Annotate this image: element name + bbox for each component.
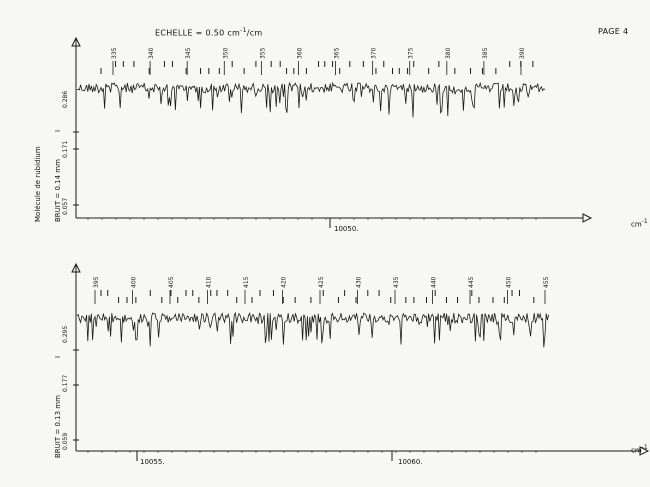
x-label-2a: 10055. xyxy=(140,458,165,466)
y-axis-arrow-2 xyxy=(71,262,81,273)
x-axis-arrow-2 xyxy=(639,446,650,456)
line-number-2-11: 450 xyxy=(506,276,513,288)
line-number-2-1: 400 xyxy=(131,276,138,288)
line-number-1-1: 340 xyxy=(148,47,155,59)
line-number-1-9: 380 xyxy=(445,47,452,59)
line-number-1-4: 355 xyxy=(259,47,266,59)
line-number-1-3: 350 xyxy=(222,47,229,59)
line-number-2-8: 435 xyxy=(393,276,400,288)
line-number-2-10: 445 xyxy=(468,276,475,288)
line-number-1-2: 345 xyxy=(185,47,192,59)
line-number-2-5: 420 xyxy=(281,276,288,288)
line-number-2-3: 410 xyxy=(206,276,213,288)
x-unit-2: cm-1 xyxy=(631,444,648,455)
line-number-2-9: 440 xyxy=(431,276,438,288)
line-number-1-8: 375 xyxy=(408,47,415,59)
spectrum-trace-1 xyxy=(76,81,546,118)
x-label-2b: 10060. xyxy=(398,458,423,466)
x-label-1: 10050. xyxy=(334,225,359,233)
line-number-2-4: 415 xyxy=(243,276,250,288)
line-number-1-0: 335 xyxy=(111,47,118,59)
line-number-1-5: 360 xyxy=(296,47,303,59)
line-number-2-0: 395 xyxy=(93,276,100,288)
spectrum-trace-2 xyxy=(76,311,549,348)
line-number-1-10: 385 xyxy=(482,47,489,59)
page-number: PAGE 4 xyxy=(598,27,629,36)
line-number-2-6: 425 xyxy=(318,276,325,288)
line-number-1-7: 370 xyxy=(371,47,378,59)
line-number-2-7: 430 xyxy=(356,276,363,288)
line-number-2-2: 405 xyxy=(168,276,175,288)
line-number-2-12: 455 xyxy=(543,276,550,288)
x-axis-arrow-1 xyxy=(582,213,593,223)
y-axis-arrow-1 xyxy=(71,36,81,47)
line-number-1-6: 365 xyxy=(334,47,341,59)
line-number-1-11: 390 xyxy=(519,47,526,59)
x-unit-1: cm-1 xyxy=(631,218,648,229)
scale-label: ECHELLE = 0.50 cm-1/cm xyxy=(155,27,263,38)
